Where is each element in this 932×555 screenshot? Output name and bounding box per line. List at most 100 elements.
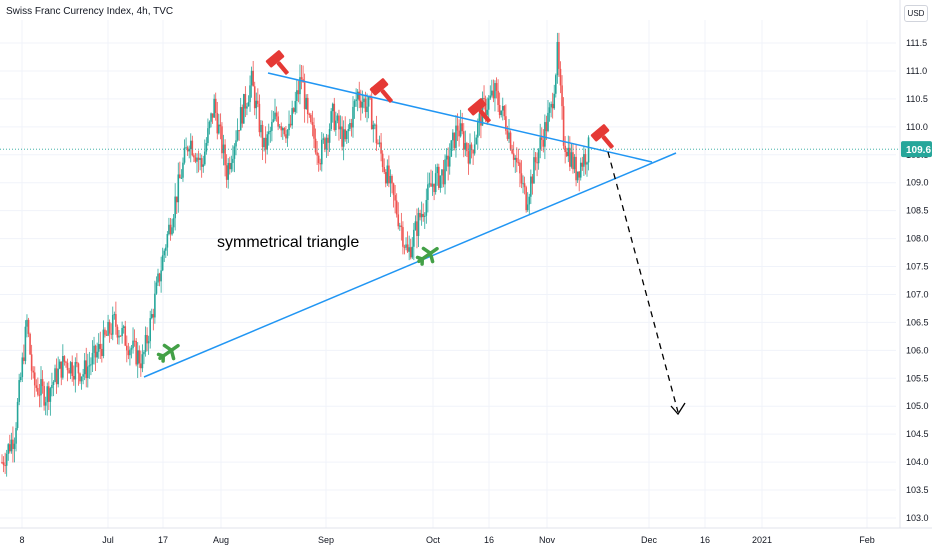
candle-body (267, 131, 270, 135)
annotation-label: symmetrical triangle (217, 234, 359, 251)
candle-body (55, 368, 58, 385)
candle-body (466, 143, 468, 152)
candle-body (534, 157, 537, 163)
candle-body (32, 370, 34, 373)
candle-body (355, 99, 357, 102)
x-tick-label: 16 (484, 535, 494, 545)
candle-body (551, 103, 554, 109)
candle-body (116, 326, 119, 338)
candle-body (531, 176, 534, 184)
candle-body (269, 130, 272, 132)
candle-body (69, 362, 72, 374)
candle-body (202, 164, 205, 167)
candle-body (420, 213, 423, 218)
candle-body (80, 376, 83, 382)
candle-body (364, 98, 367, 113)
candle-body (516, 157, 518, 163)
candle-body (280, 126, 283, 131)
drawings (143, 72, 686, 416)
candle-body (83, 360, 86, 375)
candle-body (484, 99, 487, 115)
x-tick-label: 2021 (752, 535, 772, 545)
candle-body (519, 162, 521, 174)
candle-body (455, 125, 457, 148)
candle-body (238, 130, 240, 132)
candle-body (197, 157, 200, 160)
candle-body (93, 345, 95, 353)
candle-body (511, 149, 513, 154)
candle-body (218, 124, 220, 134)
candle-body (224, 144, 226, 166)
candle-body (392, 183, 395, 196)
candle-body (470, 144, 473, 151)
sell-hammer-icon (590, 124, 614, 149)
candle-body (119, 335, 122, 337)
candle-body (303, 82, 306, 110)
candle-body (505, 116, 507, 131)
candle-body (508, 132, 510, 139)
candle-body (555, 75, 557, 94)
candle-body (459, 123, 462, 137)
candle-body (310, 114, 312, 123)
candle-body (144, 335, 147, 352)
y-tick-label: 108.5 (906, 206, 929, 216)
candle-body (321, 139, 323, 165)
candle-body (87, 366, 89, 379)
y-tick-label: 107.5 (906, 262, 929, 272)
candle-body (165, 247, 167, 251)
currency-badge[interactable]: USD (904, 5, 928, 22)
candle-body (383, 167, 385, 173)
candle-body (154, 293, 156, 318)
candle-body (369, 97, 371, 99)
candle-body (72, 376, 75, 380)
candle-body (345, 130, 348, 140)
y-tick-label: 105.5 (906, 373, 929, 383)
candle-body (561, 85, 563, 107)
candle-body (489, 95, 492, 99)
candle-body (314, 138, 317, 153)
candle-body (104, 329, 106, 335)
candle-body (44, 402, 47, 406)
candle-body (246, 106, 248, 109)
candle-body (127, 350, 130, 356)
candle-body (400, 225, 403, 228)
candle-body (436, 166, 439, 174)
candle-body (130, 348, 133, 350)
candle-body (556, 41, 559, 76)
x-axis: 8 Jul 17 Aug Sep Oct 16 Nov Dec 16 2021 Feb (0, 527, 932, 545)
candle-body (397, 214, 400, 227)
y-tick-label: 104.0 (906, 457, 929, 467)
candle-body (361, 102, 364, 108)
candle-body (146, 335, 148, 344)
candle-body (255, 100, 258, 109)
candle-body (141, 354, 144, 369)
candle-body (21, 357, 24, 378)
candle-body (133, 340, 136, 342)
candle-body (168, 224, 170, 235)
candle-body (1, 462, 3, 464)
candle-body (35, 385, 38, 388)
candle-body (196, 157, 198, 162)
candle-body (182, 162, 184, 178)
candle-body (512, 153, 515, 160)
y-tick-label: 111.5 (906, 38, 927, 48)
candle-body (118, 335, 120, 338)
candle-body (500, 110, 502, 116)
candle-body (439, 175, 442, 188)
candle-body (241, 107, 244, 124)
candle-body (41, 379, 44, 387)
candle-body (514, 157, 517, 160)
candle-body (49, 388, 52, 402)
candle-body (126, 345, 128, 351)
candle-body (219, 124, 222, 127)
grid (0, 20, 896, 528)
candle-body (342, 129, 345, 147)
candle-body (413, 229, 415, 247)
candle-body (581, 162, 584, 167)
candle-body (157, 273, 159, 283)
candle-body (253, 86, 256, 109)
candle-body (477, 122, 479, 138)
candle-body (163, 250, 166, 256)
candle-body (90, 364, 92, 366)
candle-body (539, 137, 541, 150)
